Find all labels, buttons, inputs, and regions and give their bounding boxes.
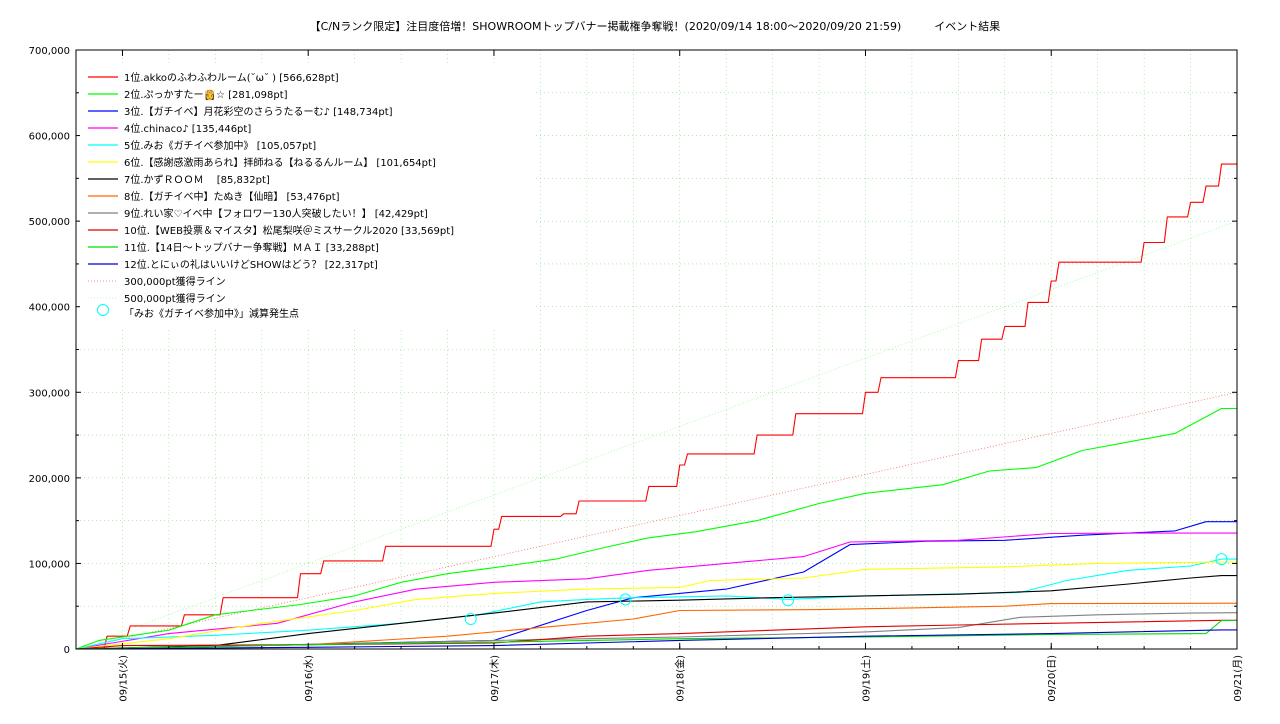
- y-tick-label: 0: [64, 645, 70, 656]
- x-tick-label: 09/20(日): [1047, 655, 1058, 702]
- legend-label: 12位.とにぃの礼はいいけどSHOWはどう？ [22,317pt]: [124, 258, 378, 271]
- y-tick-label: 200,000: [29, 474, 70, 485]
- legend-background: [80, 66, 534, 328]
- marker-layer: [464, 553, 1228, 626]
- chart-title: 【C/Nランク限定】注目度倍増！SHOWROOMトップバナー掲載権争奪戦！(20…: [310, 19, 1001, 33]
- legend: 1位.akkoのふわふわルーム(˘ω˘ ) [566,628pt] 2位.ぷっかす…: [80, 66, 534, 328]
- deduction-marker: [464, 613, 477, 626]
- reference-lines: [75, 220, 1238, 650]
- legend-label: 10位.【WEB投票＆マイスタ】松尾梨咲＠ミスサークル2020 [33,569p…: [124, 224, 454, 237]
- series-line-9: [75, 612, 1238, 650]
- deduction-marker: [619, 593, 632, 606]
- reference-line: [75, 220, 1238, 650]
- legend-label: 1位.akkoのふわふわルーム(˘ω˘ ) [566,628pt]: [124, 71, 339, 84]
- legend-label: 9位.れい家♡イベ中【フォロワー130人突破したい！】 [42,429pt]: [124, 207, 428, 220]
- axis-layer: 0 100,000 200,000 300,000 400,000 500,000 600,…: [29, 46, 1244, 702]
- y-tick-label: 500,000: [29, 217, 70, 228]
- legend-label: 5位.みお《ガチイベ参加中》 [105,057pt]: [124, 139, 316, 152]
- series-line-7: [75, 575, 1237, 650]
- series-line-6: [75, 561, 1237, 650]
- series-layer: [75, 163, 1238, 650]
- x-tick-label: 09/17(木): [489, 655, 501, 702]
- legend-label: 4位.chinaco♪ [135,446pt]: [124, 122, 251, 135]
- legend-label: 2位.ぷっかすたー👸☆ [281,098pt]: [124, 88, 288, 101]
- legend-label: 8位.【ガチイベ中】たぬき【仙暗】 [53,476pt]: [124, 190, 340, 203]
- y-tick-label: 400,000: [29, 303, 70, 314]
- y-tick-label: 100,000: [29, 559, 70, 570]
- x-tick-label: 09/21(月): [1232, 655, 1244, 702]
- x-tick-label: 09/16(水): [303, 655, 315, 702]
- legend-label: 6位.【感謝感激雨あられ】拝師ねる【ねるるんルーム】 [101,654pt]: [124, 156, 436, 169]
- series-line-2: [75, 407, 1237, 650]
- series-line-1: [76, 163, 1237, 650]
- series-line-5: [75, 558, 1237, 650]
- x-tick-label: 09/19(土): [859, 655, 872, 702]
- y-tick-label: 700,000: [29, 46, 70, 57]
- legend-label: 7位.かずＲＯＯＭ [85,832pt]: [124, 173, 270, 186]
- legend-label: 3位.【ガチイベ】月花彩空のさらうたるーむ♪ [148,734pt]: [124, 105, 393, 118]
- series-line-4: [75, 532, 1237, 650]
- legend-label: 300,000pt獲得ライン: [124, 275, 226, 288]
- legend-marker-swatch: [97, 304, 109, 316]
- deduction-marker: [1215, 553, 1228, 566]
- legend-label: 「みお《ガチイベ参加中》」減算発生点: [124, 307, 299, 320]
- x-tick-label: 09/15(火): [117, 655, 129, 702]
- x-tick-label: 09/18(金): [674, 655, 687, 702]
- series-line-12: [75, 629, 1237, 650]
- y-tick-label: 300,000: [29, 388, 70, 399]
- legend-label: 500,000pt獲得ライン: [124, 292, 226, 305]
- legend-label: 11位.【14日～トップバナー争奪戦】ＭＡＩ [33,288pt]: [124, 241, 379, 254]
- y-tick-label: 600,000: [29, 132, 70, 143]
- series-line-3: [75, 521, 1237, 650]
- reference-line: [75, 391, 1238, 650]
- deduction-marker: [782, 594, 795, 607]
